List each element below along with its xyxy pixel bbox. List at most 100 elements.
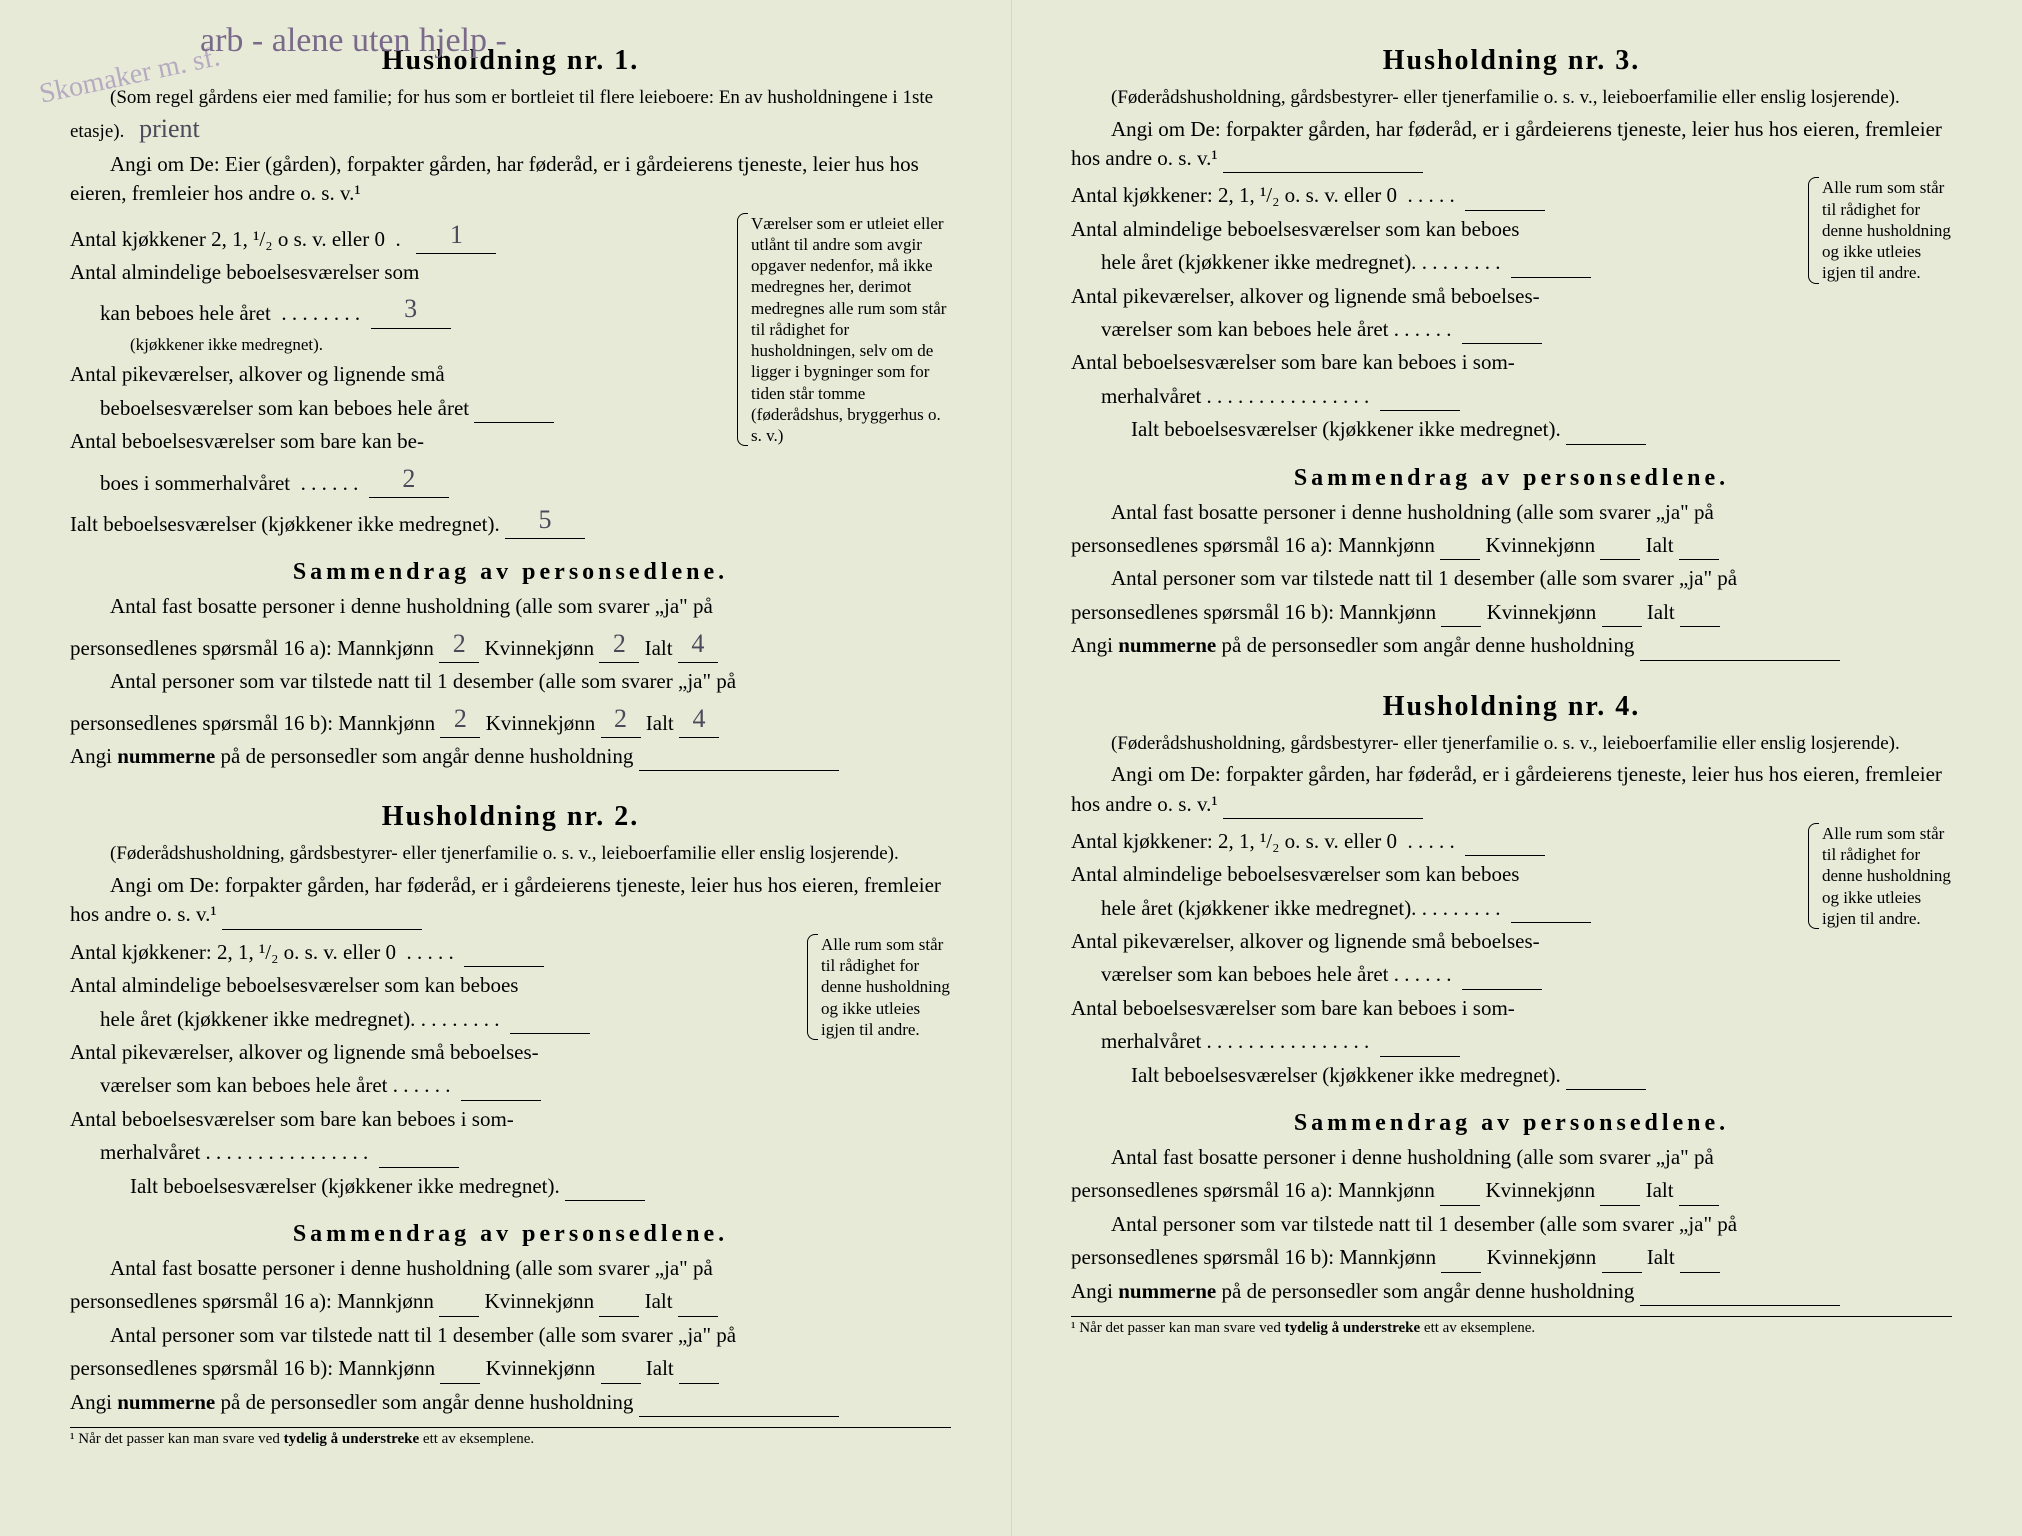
kvinne-a-2[interactable] [599,1316,639,1317]
sam3-angi: Angi nummerne på de personsedler som ang… [1071,631,1952,660]
mann-a-4[interactable] [1440,1205,1480,1206]
sam2-ialt-label-b: Ialt [646,1356,674,1380]
q-pike-3a: Antal pikeværelser, alkover og lignende … [1071,282,1796,311]
sam4-p1a: Antal fast bosatte personer i denne hush… [1071,1143,1952,1172]
pike-value-4[interactable] [1462,989,1542,990]
q-ialt-4: Ialt beboelsesværelser (kjøkkener ikke m… [1071,1061,1796,1090]
ialt-a-4[interactable] [1679,1205,1719,1206]
sam2-p1b: personsedlenes spørsmål 16 a): Mannkjønn… [70,1287,951,1316]
sammendrag-title-3: Sammendrag av personsedlene. [1071,465,1952,492]
sam3-angi-blank[interactable] [1640,660,1840,661]
q-ialt-1-label: Ialt beboelsesværelser (kjøkkener ikke m… [70,512,500,536]
alm-value-4[interactable] [1511,922,1591,923]
questions-block-4: Antal kjøkkener: 2, 1, ¹/₂ o. s. v. elle… [1071,823,1952,1094]
q-pike-1b: beboelsesværelser som kan beboes hele år… [70,394,725,423]
angi-4-text: Angi om De: forpakter gården, har føderå… [1071,762,1942,815]
ialt-value-1[interactable]: 5 [505,502,585,539]
sam3-p2a: Antal personer som var tilstede natt til… [1071,564,1952,593]
q-alm-1b: kan beboes hele året . . . . . . . . 3 [70,291,725,328]
sam2-angi: Angi nummerne på de personsedler som ang… [70,1388,951,1417]
q-som-3b-label: merhalvåret [1101,384,1201,408]
q-kjokken-3-label: Antal kjøkkener: 2, 1, ¹/₂ o. s. v. elle… [1071,183,1397,207]
ialt-a-3[interactable] [1679,559,1719,560]
mann-b-3[interactable] [1441,626,1481,627]
sam4-angi-blank[interactable] [1640,1305,1840,1306]
pike-value-1[interactable] [474,422,554,423]
handwritten-owner: prient [139,114,200,143]
ialt-a-2[interactable] [678,1316,718,1317]
ialt-b-1[interactable]: 4 [679,701,719,738]
q-kjokken-4-label: Antal kjøkkener: 2, 1, ¹/₂ o. s. v. elle… [1071,829,1397,853]
alm-value-3[interactable] [1511,277,1591,278]
kjokken-value-1[interactable]: 1 [416,217,496,254]
ialt-b-4[interactable] [1680,1272,1720,1273]
kvinne-b-2[interactable] [601,1383,641,1384]
angi-2-blank[interactable] [222,929,422,930]
sam2-angi-blank[interactable] [639,1416,839,1417]
sam1-angi: Angi nummerne på de personsedler som ang… [70,742,951,771]
q-som-4a: Antal beboelsesværelser som bare kan beb… [1071,994,1796,1023]
ialt-a-1[interactable]: 4 [678,626,718,663]
sam3-kvinne-label: Kvinnekjønn [1485,533,1595,557]
sam1-p1b: personsedlenes spørsmål 16 a): Mannkjønn… [70,626,951,663]
kjokken-value-3[interactable] [1465,210,1545,211]
kjokken-value-4[interactable] [1465,855,1545,856]
alm-value-2[interactable] [510,1033,590,1034]
mann-b-2[interactable] [440,1383,480,1384]
sam3-p2b: personsedlenes spørsmål 16 b): Mannkjønn… [1071,598,1952,627]
sommer-value-1[interactable]: 2 [369,461,449,498]
sam3-ialt-label-b: Ialt [1647,600,1675,624]
q-pike-2b: værelser som kan beboes hele året . . . … [70,1071,795,1100]
sam1-p2b: personsedlenes spørsmål 16 b): Mannkjønn… [70,701,951,738]
sam1-p1b-label: personsedlenes spørsmål 16 a): Mannkjønn [70,636,434,660]
mann-a-3[interactable] [1440,559,1480,560]
footnote-left: ¹ Når det passer kan man svare ved tydel… [70,1427,951,1448]
angi-3-blank[interactable] [1223,172,1423,173]
section-title-2: Husholdning nr. 2. [70,801,951,833]
sam1-angi-blank[interactable] [639,770,839,771]
q-alm-2a: Antal almindelige beboelsesværelser som … [70,971,795,1000]
ialt-value-2[interactable] [565,1200,645,1201]
sommer-value-4[interactable] [1380,1056,1460,1057]
mann-a-2[interactable] [439,1316,479,1317]
kjokken-value-2[interactable] [464,966,544,967]
kvinne-a-3[interactable] [1600,559,1640,560]
sommer-value-3[interactable] [1380,410,1460,411]
side-note-3-text: Alle rum som står til rådighet for denne… [1822,178,1951,282]
kvinne-a-4[interactable] [1600,1205,1640,1206]
mann-b-4[interactable] [1441,1272,1481,1273]
q-pike-3b: værelser som kan beboes hele året . . . … [1071,315,1796,344]
pike-value-2[interactable] [461,1100,541,1101]
sam3-angi-text: Angi nummerne på de personsedler som ang… [1071,633,1634,657]
kvinne-b-1[interactable]: 2 [601,701,641,738]
q-ialt-2: Ialt beboelsesværelser (kjøkkener ikke m… [70,1172,795,1201]
section-title-3: Husholdning nr. 3. [1071,45,1952,77]
sam1-kvinne-label-b: Kvinnekjønn [486,711,596,735]
q-som-4b-label: merhalvåret [1101,1029,1201,1053]
sam2-p2a: Antal personer som var tilstede natt til… [70,1321,951,1350]
angi-3-text: Angi om De: forpakter gården, har føderå… [1071,117,1942,170]
sam2-p1a: Antal fast bosatte personer i denne hush… [70,1254,951,1283]
q-pike-4b: værelser som kan beboes hele året . . . … [1071,960,1796,989]
mann-a-1[interactable]: 2 [439,626,479,663]
sommer-value-2[interactable] [379,1167,459,1168]
ialt-value-3[interactable] [1566,444,1646,445]
sam4-p2a: Antal personer som var tilstede natt til… [1071,1210,1952,1239]
kvinne-b-4[interactable] [1602,1272,1642,1273]
sammendrag-title-1: Sammendrag av personsedlene. [70,559,951,586]
sam3-p1b: personsedlenes spørsmål 16 a): Mannkjønn… [1071,531,1952,560]
sam3-p2b-label: personsedlenes spørsmål 16 b): Mannkjønn [1071,600,1436,624]
pike-value-3[interactable] [1462,343,1542,344]
sam4-angi: Angi nummerne på de personsedler som ang… [1071,1277,1952,1306]
kvinne-b-3[interactable] [1602,626,1642,627]
mann-b-1[interactable]: 2 [440,701,480,738]
q-pike-1a: Antal pikeværelser, alkover og lignende … [70,360,725,389]
ialt-value-4[interactable] [1566,1089,1646,1090]
ialt-b-2[interactable] [679,1383,719,1384]
side-note-3: Alle rum som står til rådighet for denne… [1808,177,1952,283]
side-note-4: Alle rum som står til rådighet for denne… [1808,823,1952,929]
kvinne-a-1[interactable]: 2 [599,626,639,663]
alm-value-1[interactable]: 3 [371,291,451,328]
angi-4-blank[interactable] [1223,818,1423,819]
ialt-b-3[interactable] [1680,626,1720,627]
